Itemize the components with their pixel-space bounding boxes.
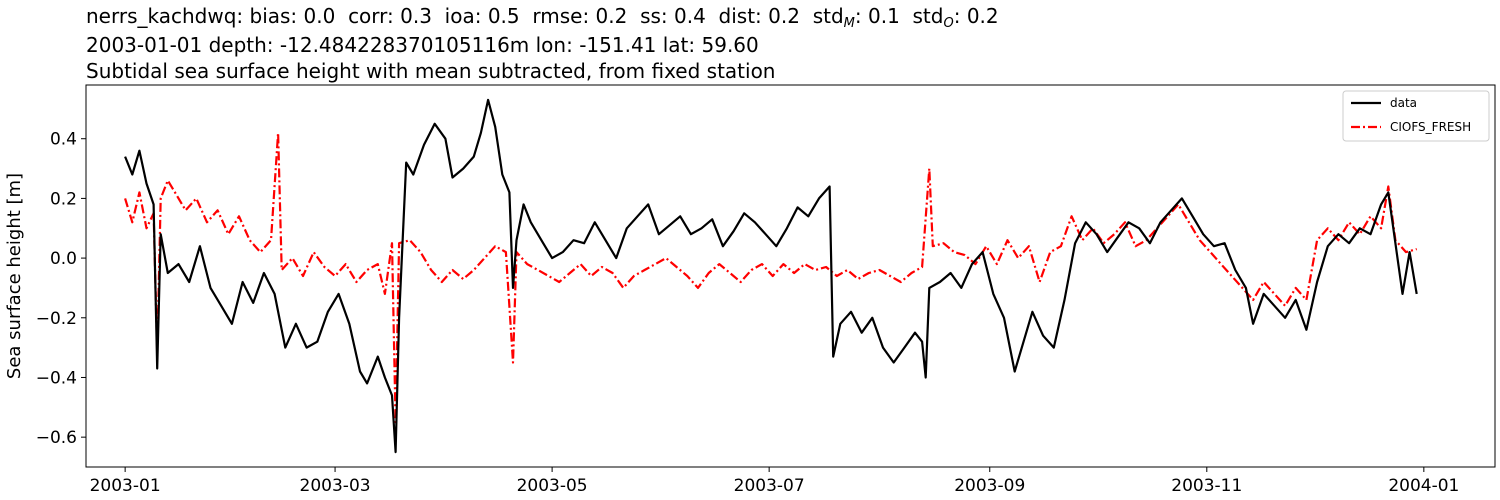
chart-title-location: 2003-01-01 depth: -12.484228370105116m l… (86, 33, 759, 57)
chart-title-metrics: nerrs_kachdwq: bias: 0.0 corr: 0.3 ioa: … (86, 4, 999, 31)
std-model-value: : 0.1 (854, 4, 900, 28)
ioa-value: 0.5 (487, 4, 520, 28)
x-tick-label: 2004-01 (1388, 476, 1459, 496)
dist-value: 0.2 (768, 4, 800, 28)
y-tick-label: −0.4 (36, 368, 77, 388)
x-tick-label: 2003-01 (90, 476, 161, 496)
legend-label: data (1390, 96, 1417, 110)
corr-value: 0.3 (400, 4, 432, 28)
y-axis-label: Sea surface height [m] (4, 173, 25, 379)
rmse-value: 0.2 (595, 4, 628, 28)
y-tick-label: 0.4 (50, 130, 77, 150)
legend: data CIOFS_FRESH (1342, 90, 1490, 142)
y-tick-label: 0.2 (50, 189, 77, 209)
x-tick-label: 2003-09 (954, 476, 1025, 496)
series-line-ciofs-fresh (124, 131, 1417, 424)
y-tick-label: −0.2 (36, 309, 77, 329)
station-name: nerrs_kachdwq: (86, 4, 244, 28)
x-tick-label: 2003-07 (734, 476, 805, 496)
y-tick-label: −0.6 (36, 428, 77, 448)
x-tick-label: 2003-05 (517, 476, 588, 496)
legend-label: CIOFS_FRESH (1390, 120, 1471, 134)
chart-title-description: Subtidal sea surface height with mean su… (86, 59, 776, 83)
bias-value: 0.0 (303, 4, 336, 28)
series-layer (124, 98, 1418, 454)
x-tick-label: 2003-03 (300, 476, 371, 496)
series-line-data (124, 98, 1418, 454)
y-tick-label: 0.0 (50, 249, 77, 269)
x-tick-label: 2003-11 (1171, 476, 1242, 496)
axes: 2003-01 2003-03 2003-05 2003-07 2003-09 2003-… (36, 130, 1460, 496)
ss-value: 0.4 (674, 4, 706, 28)
std-obs-value: : 0.2 (953, 4, 999, 28)
plot-frame (85, 84, 1496, 468)
